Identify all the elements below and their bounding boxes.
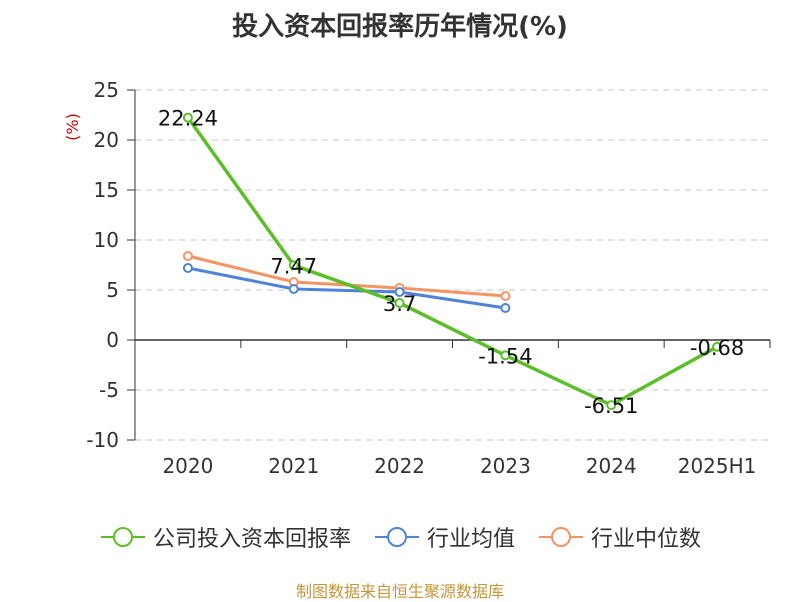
data-point-1 bbox=[394, 287, 405, 297]
y-tick-label: -10 bbox=[86, 428, 119, 452]
data-point-1 bbox=[288, 284, 299, 294]
y-tick-label: 0 bbox=[106, 328, 119, 352]
y-tick-label: -5 bbox=[99, 378, 119, 402]
legend-label-company: 公司投入资本回报率 bbox=[152, 527, 351, 552]
legend-item-industry-avg[interactable]: 行业均值 bbox=[373, 521, 515, 553]
data-point-1 bbox=[182, 263, 193, 273]
series-line-0 bbox=[186, 116, 718, 407]
y-tick-label: 20 bbox=[94, 128, 119, 152]
data-point-1 bbox=[500, 303, 511, 313]
y-tick-label: 5 bbox=[106, 278, 119, 302]
legend-marker-industry-avg bbox=[374, 527, 419, 547]
legend-item-company[interactable]: 公司投入资本回报率 bbox=[99, 521, 351, 553]
legend-marker-industry-median bbox=[539, 527, 583, 547]
x-tick-label: 2022 bbox=[374, 454, 425, 478]
legend-marker-company bbox=[100, 527, 145, 547]
data-point-0 bbox=[606, 400, 617, 411]
line-chart: -10 -5 0 5 10 15 20 25 2020 2021 2022 2023 2024 2025H… bbox=[63, 78, 771, 478]
data-label: -6.51 bbox=[584, 394, 638, 418]
y-tick-label: 15 bbox=[94, 178, 119, 202]
legend: 公司投入资本回报率 行业均值 行业中位数 bbox=[0, 520, 800, 554]
y-tick-label: 25 bbox=[94, 78, 119, 102]
x-tick-label: 2024 bbox=[586, 454, 637, 478]
data-point-2 bbox=[182, 251, 193, 261]
data-point-2 bbox=[500, 291, 511, 301]
x-tick-label: 2021 bbox=[268, 454, 319, 478]
data-label: 3.7 bbox=[383, 292, 416, 316]
data-point-0 bbox=[394, 298, 405, 308]
data-point-0 bbox=[500, 350, 511, 361]
chart-title: 投入资本回报率历年情况(%) bbox=[232, 12, 568, 42]
legend-item-industry-median[interactable]: 行业中位数 bbox=[537, 521, 701, 553]
series-line-1 bbox=[187, 266, 506, 310]
data-point-0 bbox=[182, 112, 193, 123]
data-label: -0.68 bbox=[690, 336, 744, 360]
data-source-note: 制图数据来自恒生聚源数据库 bbox=[295, 582, 504, 601]
data-point-0 bbox=[712, 341, 723, 352]
y-axis-label: (%) bbox=[63, 113, 82, 141]
x-tick-label: 2023 bbox=[480, 454, 531, 478]
x-tick-label: 2020 bbox=[162, 454, 213, 478]
data-label: -1.54 bbox=[478, 344, 532, 368]
legend-label-industry-avg: 行业均值 bbox=[426, 527, 515, 552]
y-tick-label: 10 bbox=[94, 228, 119, 252]
legend-label-industry-median: 行业中位数 bbox=[591, 527, 702, 552]
data-point-0 bbox=[288, 260, 299, 271]
data-label: 22.24 bbox=[158, 107, 218, 131]
x-tick-label: 2025H1 bbox=[678, 454, 757, 478]
data-label: 7.47 bbox=[270, 254, 317, 278]
